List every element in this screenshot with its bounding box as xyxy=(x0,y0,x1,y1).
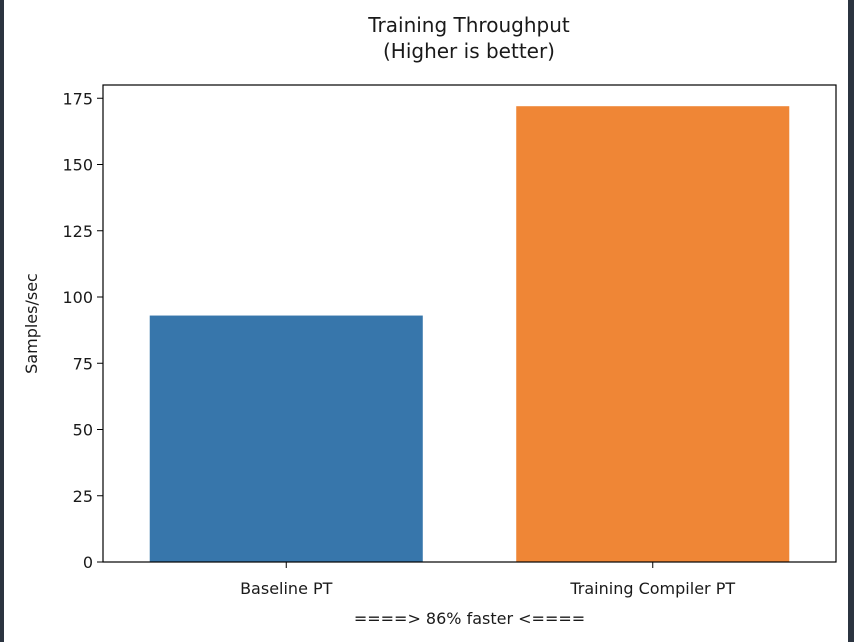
bars-layer xyxy=(149,106,790,562)
chart-title: Training Throughput (Higher is better) xyxy=(368,13,570,63)
left-window-edge xyxy=(0,0,4,642)
y-tick-label: 150 xyxy=(62,156,93,175)
y-tick-label: 100 xyxy=(62,288,93,307)
axes-layer xyxy=(102,84,837,563)
plot-frame xyxy=(102,84,837,563)
y-tick-label: 125 xyxy=(62,222,93,241)
y-tick-label: 50 xyxy=(73,421,93,440)
y-tick-label: 25 xyxy=(73,487,93,506)
bar-training-compiler-pt xyxy=(516,106,790,562)
x-tick-label: Training Compiler PT xyxy=(569,579,735,598)
x-axis-label: ====> 86% faster <==== xyxy=(354,609,585,628)
y-tick-label: 0 xyxy=(83,553,93,572)
right-window-edge xyxy=(848,0,854,642)
bar-baseline-pt xyxy=(149,315,423,562)
x-axis-ticks: Baseline PT Training Compiler PT xyxy=(240,562,735,598)
y-axis-ticks: 0 25 50 75 100 125 150 175 xyxy=(62,89,103,572)
y-tick-label: 75 xyxy=(73,354,93,373)
y-axis-label: Samples/sec xyxy=(22,273,41,374)
y-tick-label: 175 xyxy=(62,89,93,108)
x-tick-label: Baseline PT xyxy=(240,579,333,598)
